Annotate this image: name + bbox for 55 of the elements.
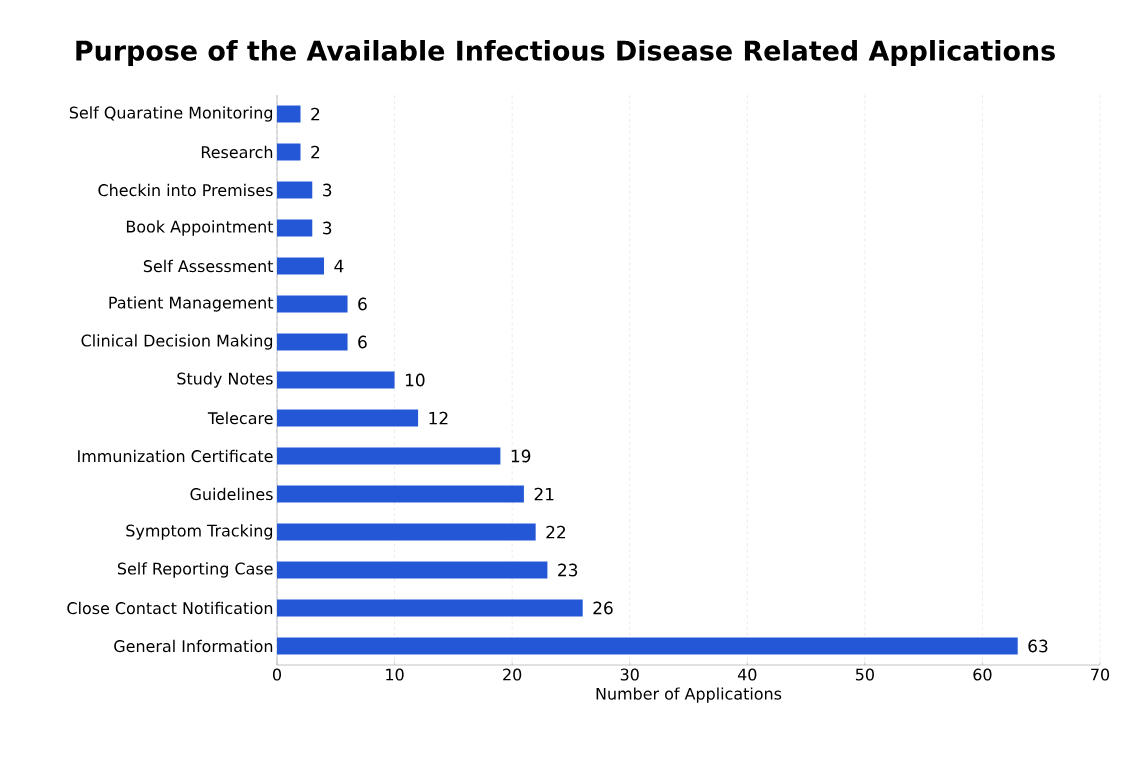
bar <box>277 105 301 123</box>
x-tick-label: 0 <box>272 668 282 681</box>
bar <box>277 523 536 541</box>
data-label: 21 <box>534 487 554 501</box>
y-tick-label: Checkin into Premises <box>98 183 273 197</box>
data-label: 2 <box>311 145 320 159</box>
y-tick-label: Clinical Decision Making <box>81 334 273 350</box>
bar <box>277 219 313 237</box>
x-axis-title: Number of Applications <box>596 687 782 703</box>
y-tick-label: Immunization Certificate <box>78 449 273 463</box>
y-tick-label: General Information <box>114 639 273 653</box>
y-tick-label: Symptom Tracking <box>126 524 273 540</box>
data-label: 4 <box>334 259 344 273</box>
data-label: 63 <box>1028 639 1048 653</box>
data-label: 2 <box>311 107 320 121</box>
y-tick-label: Book Appointment <box>126 220 274 236</box>
data-label: 6 <box>358 335 367 349</box>
data-label: 12 <box>429 411 448 425</box>
y-tick-label: Study Notes <box>177 372 273 388</box>
chart-title: Purpose of the Available Infectious Disease Related Applications <box>76 39 1055 67</box>
data-label: 23 <box>558 563 578 577</box>
data-label: 26 <box>593 601 613 615</box>
x-tick-label: 70 <box>1091 668 1110 681</box>
data-label: 10 <box>405 373 425 387</box>
y-tick-label: Telecare <box>207 411 273 425</box>
x-tick-label: 40 <box>737 668 757 681</box>
bar <box>277 599 583 617</box>
bar <box>277 143 301 161</box>
data-label: 3 <box>323 221 332 235</box>
bar <box>277 561 548 579</box>
bar <box>277 447 501 465</box>
y-tick-label: Guidelines <box>190 487 273 501</box>
y-tick-label: Self Assessment <box>143 259 274 273</box>
data-label: 22 <box>546 525 566 539</box>
x-tick-label: 60 <box>973 668 992 681</box>
data-label: 6 <box>358 297 367 311</box>
bar <box>277 409 419 427</box>
y-tick-label: Self Quaratine Monitoring <box>69 106 273 122</box>
bar <box>277 371 395 389</box>
y-tick-label: Close Contact Notification <box>67 601 273 615</box>
y-tick-label: Patient Management <box>109 296 274 312</box>
x-tick-label: 20 <box>503 668 522 681</box>
y-tick-label: Self Reporting Case <box>117 562 273 578</box>
data-label: 19 <box>511 449 531 463</box>
bar <box>277 257 325 275</box>
x-tick-label: 50 <box>855 668 874 681</box>
bar <box>277 333 348 351</box>
bar <box>277 181 313 199</box>
x-tick-label: 30 <box>620 668 639 681</box>
x-tick-label: 10 <box>386 668 404 681</box>
y-tick-label: Research <box>201 145 273 159</box>
bar <box>277 485 524 503</box>
data-label: 3 <box>323 183 332 197</box>
bar <box>277 637 1018 655</box>
bar <box>277 295 348 313</box>
